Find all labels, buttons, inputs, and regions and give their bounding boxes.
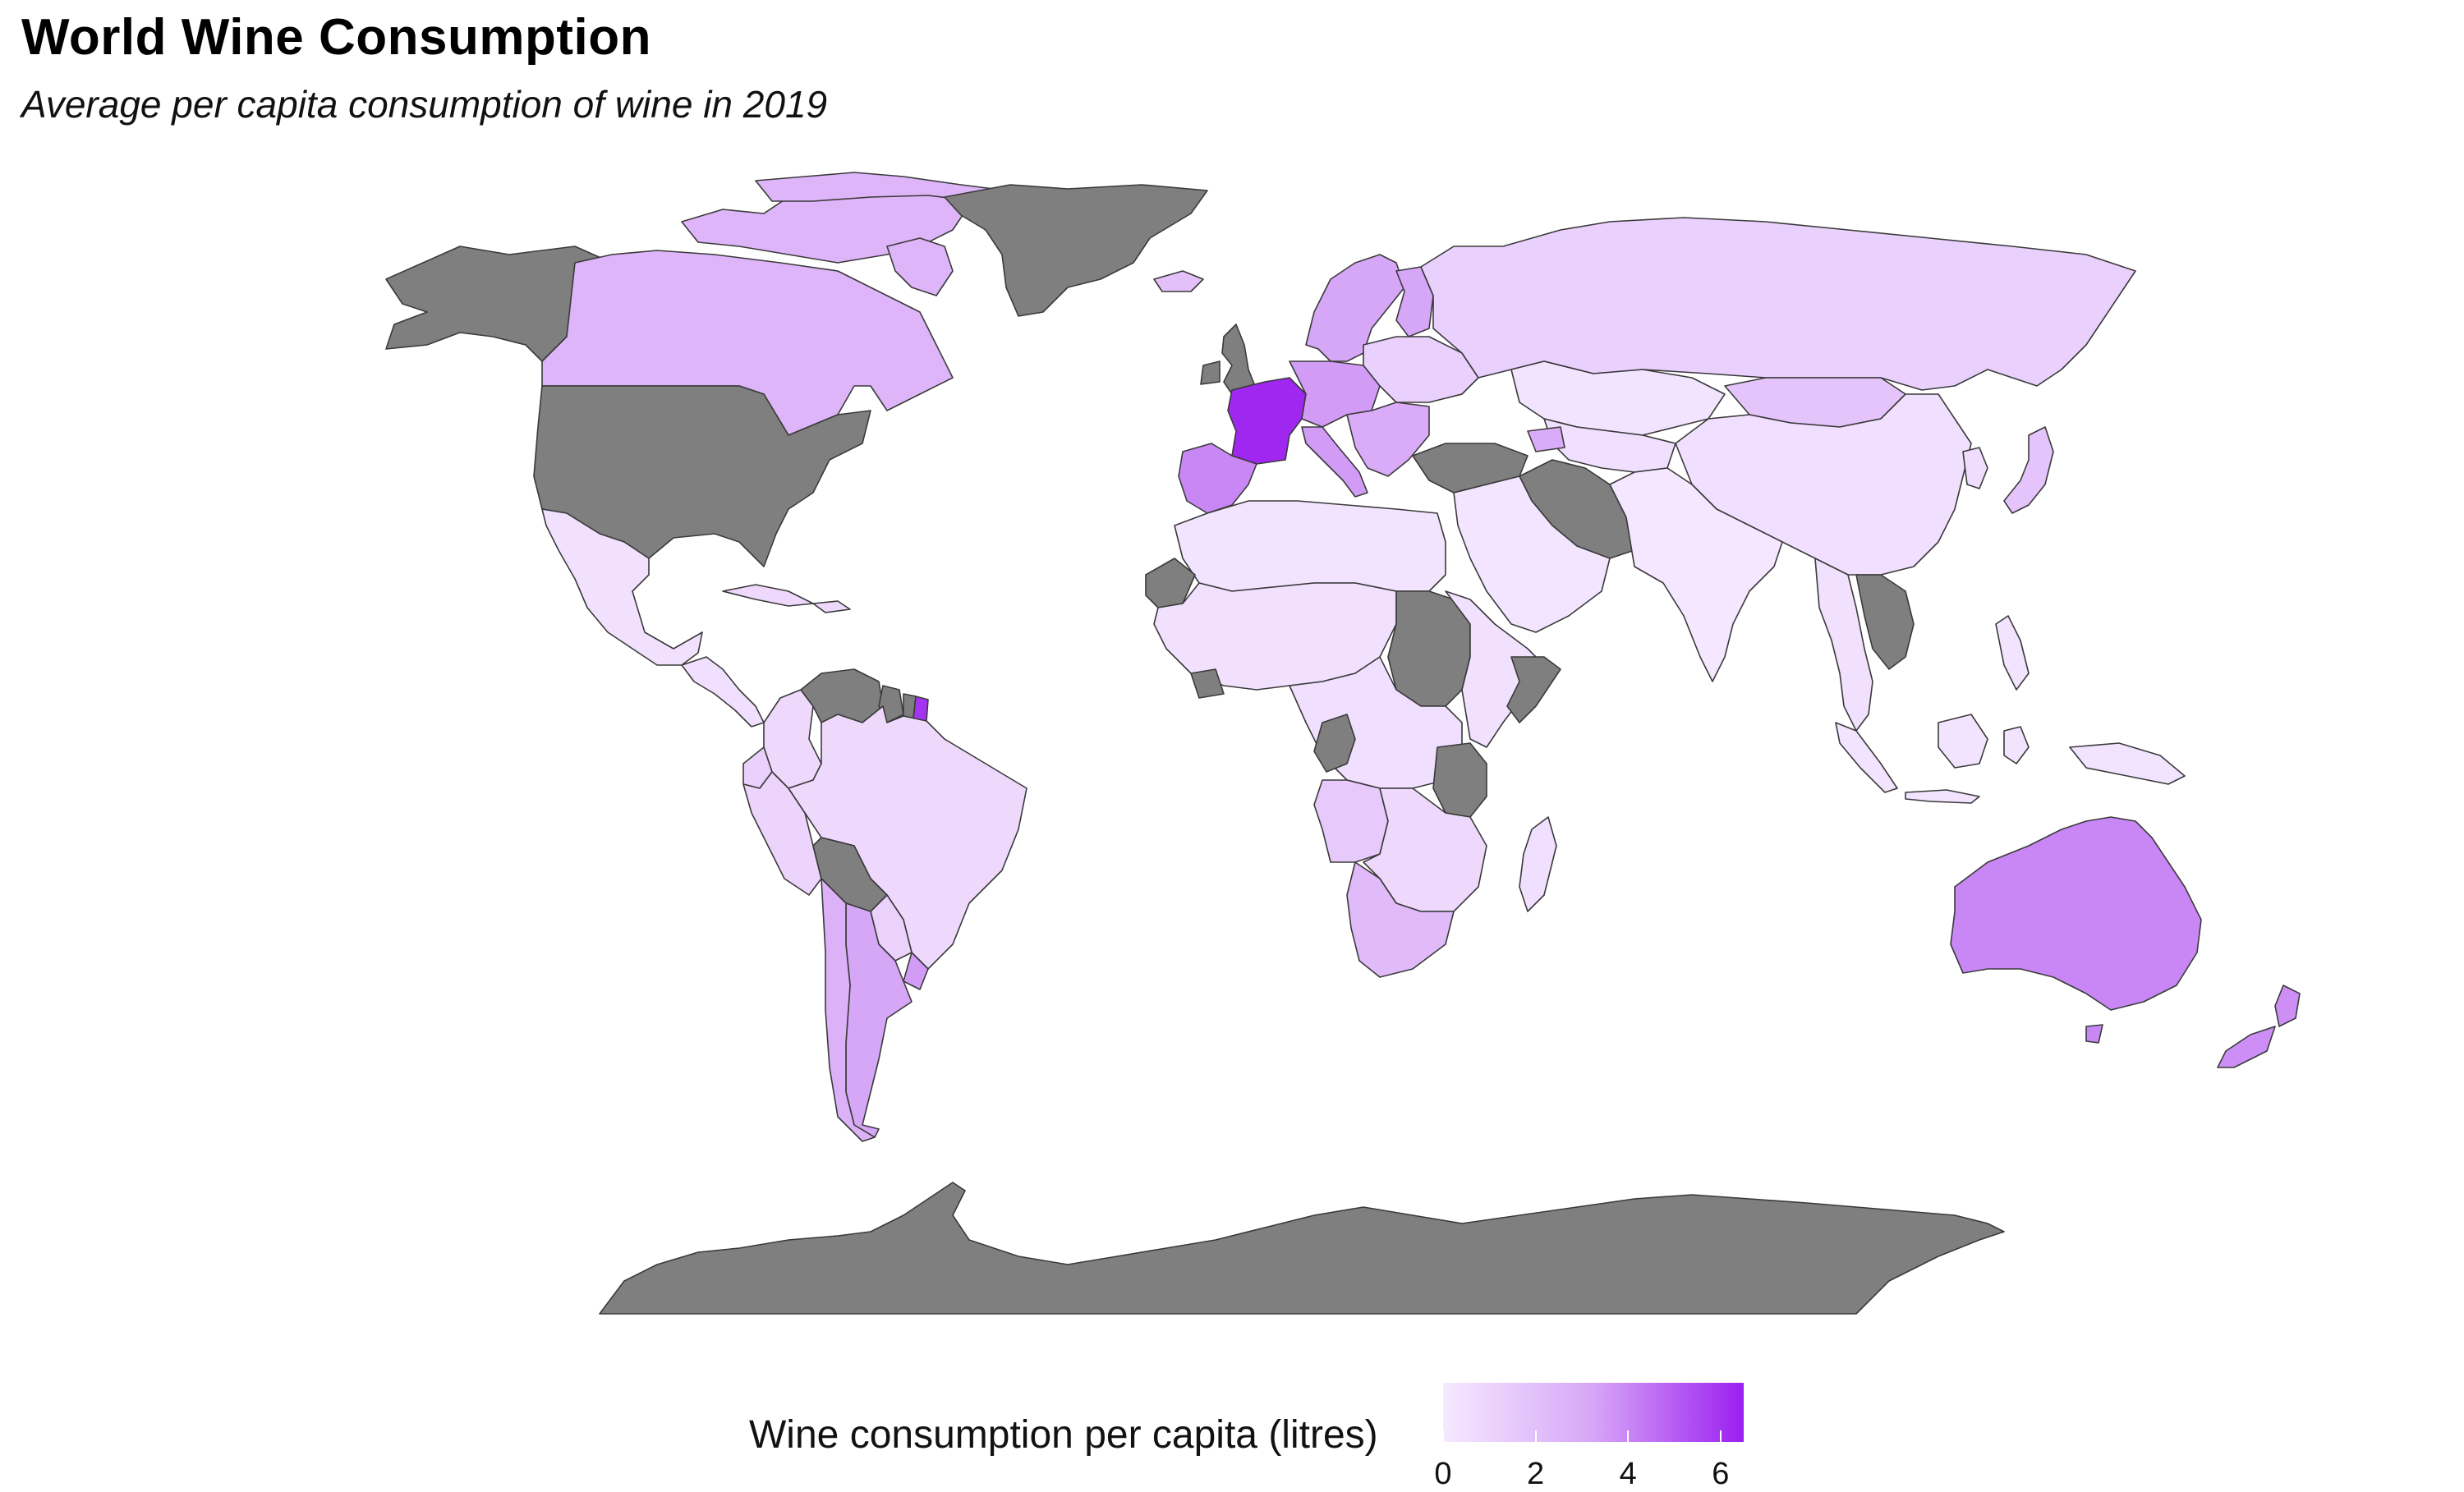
region-japan bbox=[2003, 426, 2054, 514]
region-indonesia-sulawesi bbox=[2003, 726, 2030, 764]
region-greenland bbox=[944, 184, 1208, 317]
region-somalia bbox=[1506, 656, 1561, 723]
region-new-zealand-south bbox=[2217, 1026, 2276, 1068]
legend-tick-mark bbox=[1442, 1430, 1444, 1442]
legend-colorbar bbox=[1443, 1383, 1744, 1442]
region-caucasus bbox=[1527, 426, 1565, 452]
region-angola bbox=[1313, 779, 1389, 863]
region-united-kingdom bbox=[1221, 324, 1257, 395]
region-alaska bbox=[385, 246, 613, 362]
region-venezuela bbox=[800, 668, 884, 723]
region-uruguay bbox=[903, 952, 929, 990]
region-madagascar bbox=[1519, 816, 1557, 912]
region-canada-baffin bbox=[886, 237, 954, 296]
region-indochina bbox=[1855, 574, 1915, 670]
legend-tick-mark bbox=[1719, 1430, 1722, 1442]
region-caribbean-cuba bbox=[722, 584, 814, 607]
region-indonesia-sumatra bbox=[1835, 722, 1898, 793]
legend-tick-label: 4 bbox=[1619, 1457, 1637, 1491]
map-subtitle: Average per capita consumption of wine i… bbox=[21, 83, 828, 126]
legend-tick-label: 2 bbox=[1527, 1457, 1545, 1491]
region-central-america bbox=[681, 656, 765, 728]
region-east-africa bbox=[1445, 590, 1545, 748]
region-antarctica bbox=[599, 1182, 2005, 1315]
region-congo bbox=[1313, 714, 1356, 773]
region-philippines bbox=[1995, 615, 2030, 691]
region-southeast-asia bbox=[1814, 558, 1873, 732]
legend-tick-label: 0 bbox=[1434, 1457, 1452, 1491]
region-eastern-europe bbox=[1363, 336, 1479, 403]
legend-gradient bbox=[1443, 1383, 1744, 1442]
region-tasmania bbox=[2085, 1024, 2103, 1044]
region-balkans bbox=[1346, 402, 1430, 477]
region-new-zealand-north bbox=[2274, 985, 2301, 1027]
region-ireland bbox=[1200, 360, 1221, 385]
legend-tick-mark bbox=[1534, 1430, 1537, 1442]
region-north-africa bbox=[1174, 500, 1446, 592]
region-tanzania bbox=[1432, 742, 1487, 818]
region-iberia bbox=[1178, 443, 1257, 514]
region-caribbean-hispaniola bbox=[812, 600, 851, 613]
region-middle-east bbox=[1453, 475, 1611, 633]
region-south-asia bbox=[1609, 467, 1783, 682]
region-mexico bbox=[541, 508, 703, 666]
legend-tick-mark bbox=[1627, 1430, 1630, 1442]
region-french-guiana bbox=[913, 696, 929, 722]
region-korea bbox=[1962, 447, 1988, 489]
region-indonesia-java bbox=[1905, 789, 1980, 804]
map-title: World Wine Consumption bbox=[21, 9, 651, 66]
region-papua-new-guinea bbox=[2069, 742, 2186, 785]
region-indonesia-borneo bbox=[1938, 714, 1988, 769]
region-iceland bbox=[1153, 270, 1204, 292]
region-italy bbox=[1301, 426, 1368, 498]
region-france bbox=[1227, 377, 1307, 465]
region-sudan bbox=[1387, 590, 1471, 707]
region-russia bbox=[1420, 217, 2136, 391]
region-australia bbox=[1950, 816, 2202, 1011]
region-liberia bbox=[1190, 668, 1225, 699]
region-south-africa bbox=[1346, 861, 1455, 978]
region-chile bbox=[821, 878, 876, 1142]
legend-title: Wine consumption per capita (litres) bbox=[749, 1413, 1378, 1457]
legend-tick-label: 6 bbox=[1712, 1457, 1730, 1491]
